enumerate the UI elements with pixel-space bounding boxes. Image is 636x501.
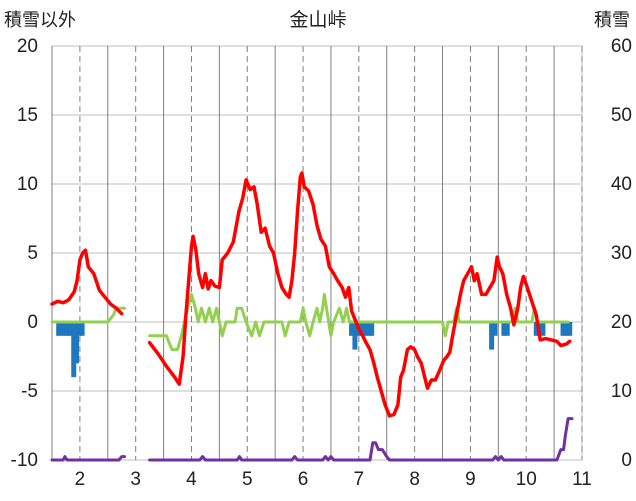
snow-line: [50, 455, 126, 462]
precip-bar: [76, 322, 82, 336]
precip-bar: [365, 322, 371, 336]
x-tick-label: 6: [298, 469, 309, 490]
series-lines: [50, 171, 574, 462]
left-tick-label: 20: [17, 36, 38, 57]
left-tick-label: 5: [27, 243, 38, 264]
precip-bar: [560, 322, 566, 336]
precip-bar: [352, 322, 358, 350]
right-tick-label: 30: [611, 243, 632, 264]
x-tick-label: 5: [242, 469, 253, 490]
left-tick-label: 10: [17, 174, 38, 195]
right-tick-label: 40: [611, 174, 632, 195]
precip-bar: [71, 322, 77, 378]
precip-bar: [79, 322, 85, 336]
x-tick-label: 8: [409, 469, 420, 490]
x-tick-label: 10: [516, 469, 537, 490]
right-tick-label: 10: [611, 381, 632, 402]
wind-line: [148, 292, 570, 352]
precip-bars: [56, 322, 573, 378]
right-tick-label: 50: [611, 105, 632, 126]
precip-bar: [349, 322, 355, 336]
left-tick-label: 0: [27, 312, 38, 333]
x-tick-label: 9: [465, 469, 476, 490]
precip-bar: [533, 322, 539, 336]
precip-bar: [359, 322, 365, 336]
precip-bar: [489, 322, 495, 350]
left-tick-label: -10: [11, 450, 38, 471]
wind-line: [50, 306, 126, 324]
precip-bar: [563, 322, 569, 336]
left-tick-label: -5: [21, 381, 38, 402]
precip-bar: [362, 322, 368, 336]
x-tick-label: 4: [186, 469, 197, 490]
x-tick-label: 7: [354, 469, 365, 490]
precip-bar: [56, 322, 62, 336]
grid: [51, 45, 583, 461]
precip-bar: [369, 322, 375, 336]
x-tick-labels: 2 3 4 5 6 7 8 9 10 11: [75, 469, 592, 490]
precip-bar: [74, 322, 80, 364]
precip-bar: [567, 322, 573, 336]
left-tick-label: 15: [17, 105, 38, 126]
chart-title: 金山峠: [289, 9, 346, 31]
precip-bar: [504, 322, 510, 336]
temperature-line: [147, 171, 572, 418]
right-tick-label: 0: [621, 450, 632, 471]
precip-bar: [501, 322, 507, 336]
x-tick-label: 3: [130, 469, 141, 490]
snow-line: [148, 417, 574, 462]
precip-bar: [492, 322, 498, 336]
right-axis-label: 積雪: [594, 10, 630, 30]
right-tick-label: 60: [611, 36, 632, 57]
precip-bar: [64, 322, 70, 336]
precip-bar: [67, 322, 73, 336]
left-axis-label: 積雪以外: [4, 10, 76, 30]
precip-bar: [540, 322, 546, 336]
right-tick-label: 20: [611, 312, 632, 333]
x-tick-label: 2: [75, 469, 86, 490]
precip-bar: [60, 322, 66, 336]
x-tick-label: 11: [572, 469, 592, 490]
temperature-line: [50, 248, 124, 316]
